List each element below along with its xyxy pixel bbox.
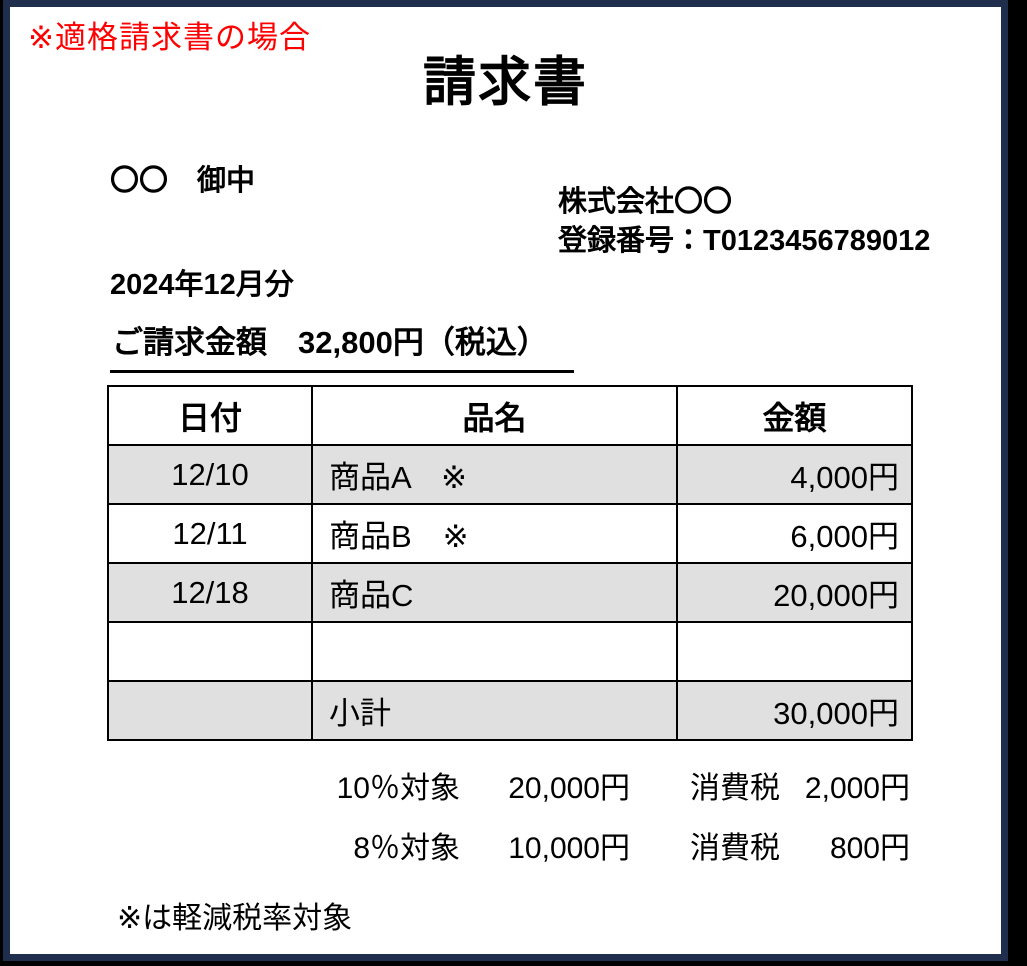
row-date: 12/10 (107, 444, 313, 505)
tax-rate-10-label: 10％対象 (336, 772, 460, 805)
tax-rate-8-tax-label: 消費税 (690, 832, 780, 865)
column-header-amount: 金額 (676, 385, 913, 446)
row-item: 商品A ※ (311, 444, 678, 505)
column-header-date: 日付 (107, 385, 313, 446)
row-date (107, 621, 313, 682)
billing-period: 2024年12月分 (110, 269, 294, 301)
tax-summary: 10％対象 20,000円 消費税 2,000円 8％対象 10,000円 消費… (290, 772, 910, 866)
issuer-registration-number: 登録番号：T0123456789012 (558, 225, 931, 257)
table-row-subtotal: 小計 30,000円 (107, 680, 913, 741)
table-row-empty (107, 621, 913, 682)
invoice-title: 請求書 (423, 53, 588, 112)
table-row: 12/11 商品B ※ 6,000円 (107, 503, 913, 564)
row-amount: 6,000円 (676, 503, 913, 564)
column-header-item: 品名 (311, 385, 678, 446)
row-amount (676, 621, 913, 682)
row-item (311, 621, 678, 682)
invoice-card: ※適格請求書の場合 請求書 〇〇 御中 株式会社〇〇 登録番号：T0123456… (3, 0, 1008, 961)
issuer-company-name: 株式会社〇〇 (558, 186, 733, 218)
qualified-invoice-note: ※適格請求書の場合 (28, 20, 311, 55)
tax-rate-8-label: 8％対象 (353, 832, 460, 865)
row-date (107, 680, 313, 741)
tax-rate-10-base: 20,000円 (508, 772, 630, 805)
table-row: 12/10 商品A ※ 4,000円 (107, 444, 913, 505)
subtotal-amount: 30,000円 (676, 680, 913, 741)
tax-rate-10-tax-label: 消費税 (690, 772, 780, 805)
row-date: 12/18 (107, 562, 313, 623)
subtotal-label: 小計 (311, 680, 678, 741)
row-item: 商品B ※ (311, 503, 678, 564)
items-table: 日付 品名 金額 12/10 商品A ※ 4,000円 12/11 商品B ※ … (107, 385, 913, 741)
tax-rate-10-tax-amount: 2,000円 (804, 772, 910, 805)
row-amount: 20,000円 (676, 562, 913, 623)
tax-rate-8-base: 10,000円 (508, 832, 630, 865)
tax-rate-8-tax-amount: 800円 (829, 832, 910, 865)
table-row: 12/18 商品C 20,000円 (107, 562, 913, 623)
billing-amount-line: ご請求金額 32,800円（税込） (110, 317, 574, 373)
row-amount: 4,000円 (676, 444, 913, 505)
table-header-row: 日付 品名 金額 (107, 385, 913, 446)
recipient-name: 〇〇 御中 (110, 165, 256, 197)
row-item: 商品C (311, 562, 678, 623)
reduced-tax-rate-footnote: ※は軽減税率対象 (117, 902, 353, 935)
issuer-block: 株式会社〇〇 登録番号：T0123456789012 (558, 183, 930, 261)
row-date: 12/11 (107, 503, 313, 564)
